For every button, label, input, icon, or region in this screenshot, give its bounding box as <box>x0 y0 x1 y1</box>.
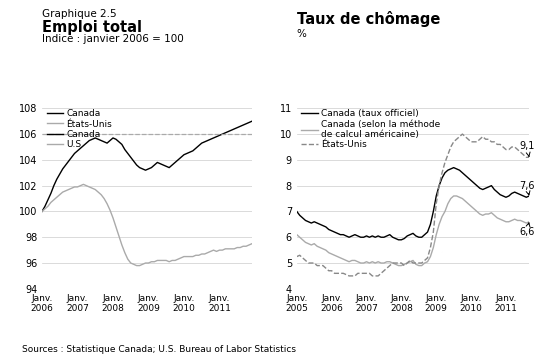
Text: Graphique 2.5: Graphique 2.5 <box>42 9 116 19</box>
Text: Sources : Statistique Canada; U.S. Bureau of Labor Statistics: Sources : Statistique Canada; U.S. Burea… <box>22 345 296 354</box>
Text: 6,6: 6,6 <box>519 223 534 237</box>
Text: 7,6: 7,6 <box>519 180 535 195</box>
Legend: Canada, États-Unis, Canada, U.S.: Canada, États-Unis, Canada, U.S. <box>46 109 112 149</box>
Text: Emploi total: Emploi total <box>42 20 142 35</box>
Text: Indice : janvier 2006 = 100: Indice : janvier 2006 = 100 <box>42 34 184 44</box>
Text: %: % <box>297 29 307 39</box>
Legend: Canada (taux officiel), Canada (selon la méthode
de calcul américaine), États-Un: Canada (taux officiel), Canada (selon la… <box>301 109 440 149</box>
Text: 9,1: 9,1 <box>519 141 534 156</box>
Text: Taux de chômage: Taux de chômage <box>297 11 440 27</box>
